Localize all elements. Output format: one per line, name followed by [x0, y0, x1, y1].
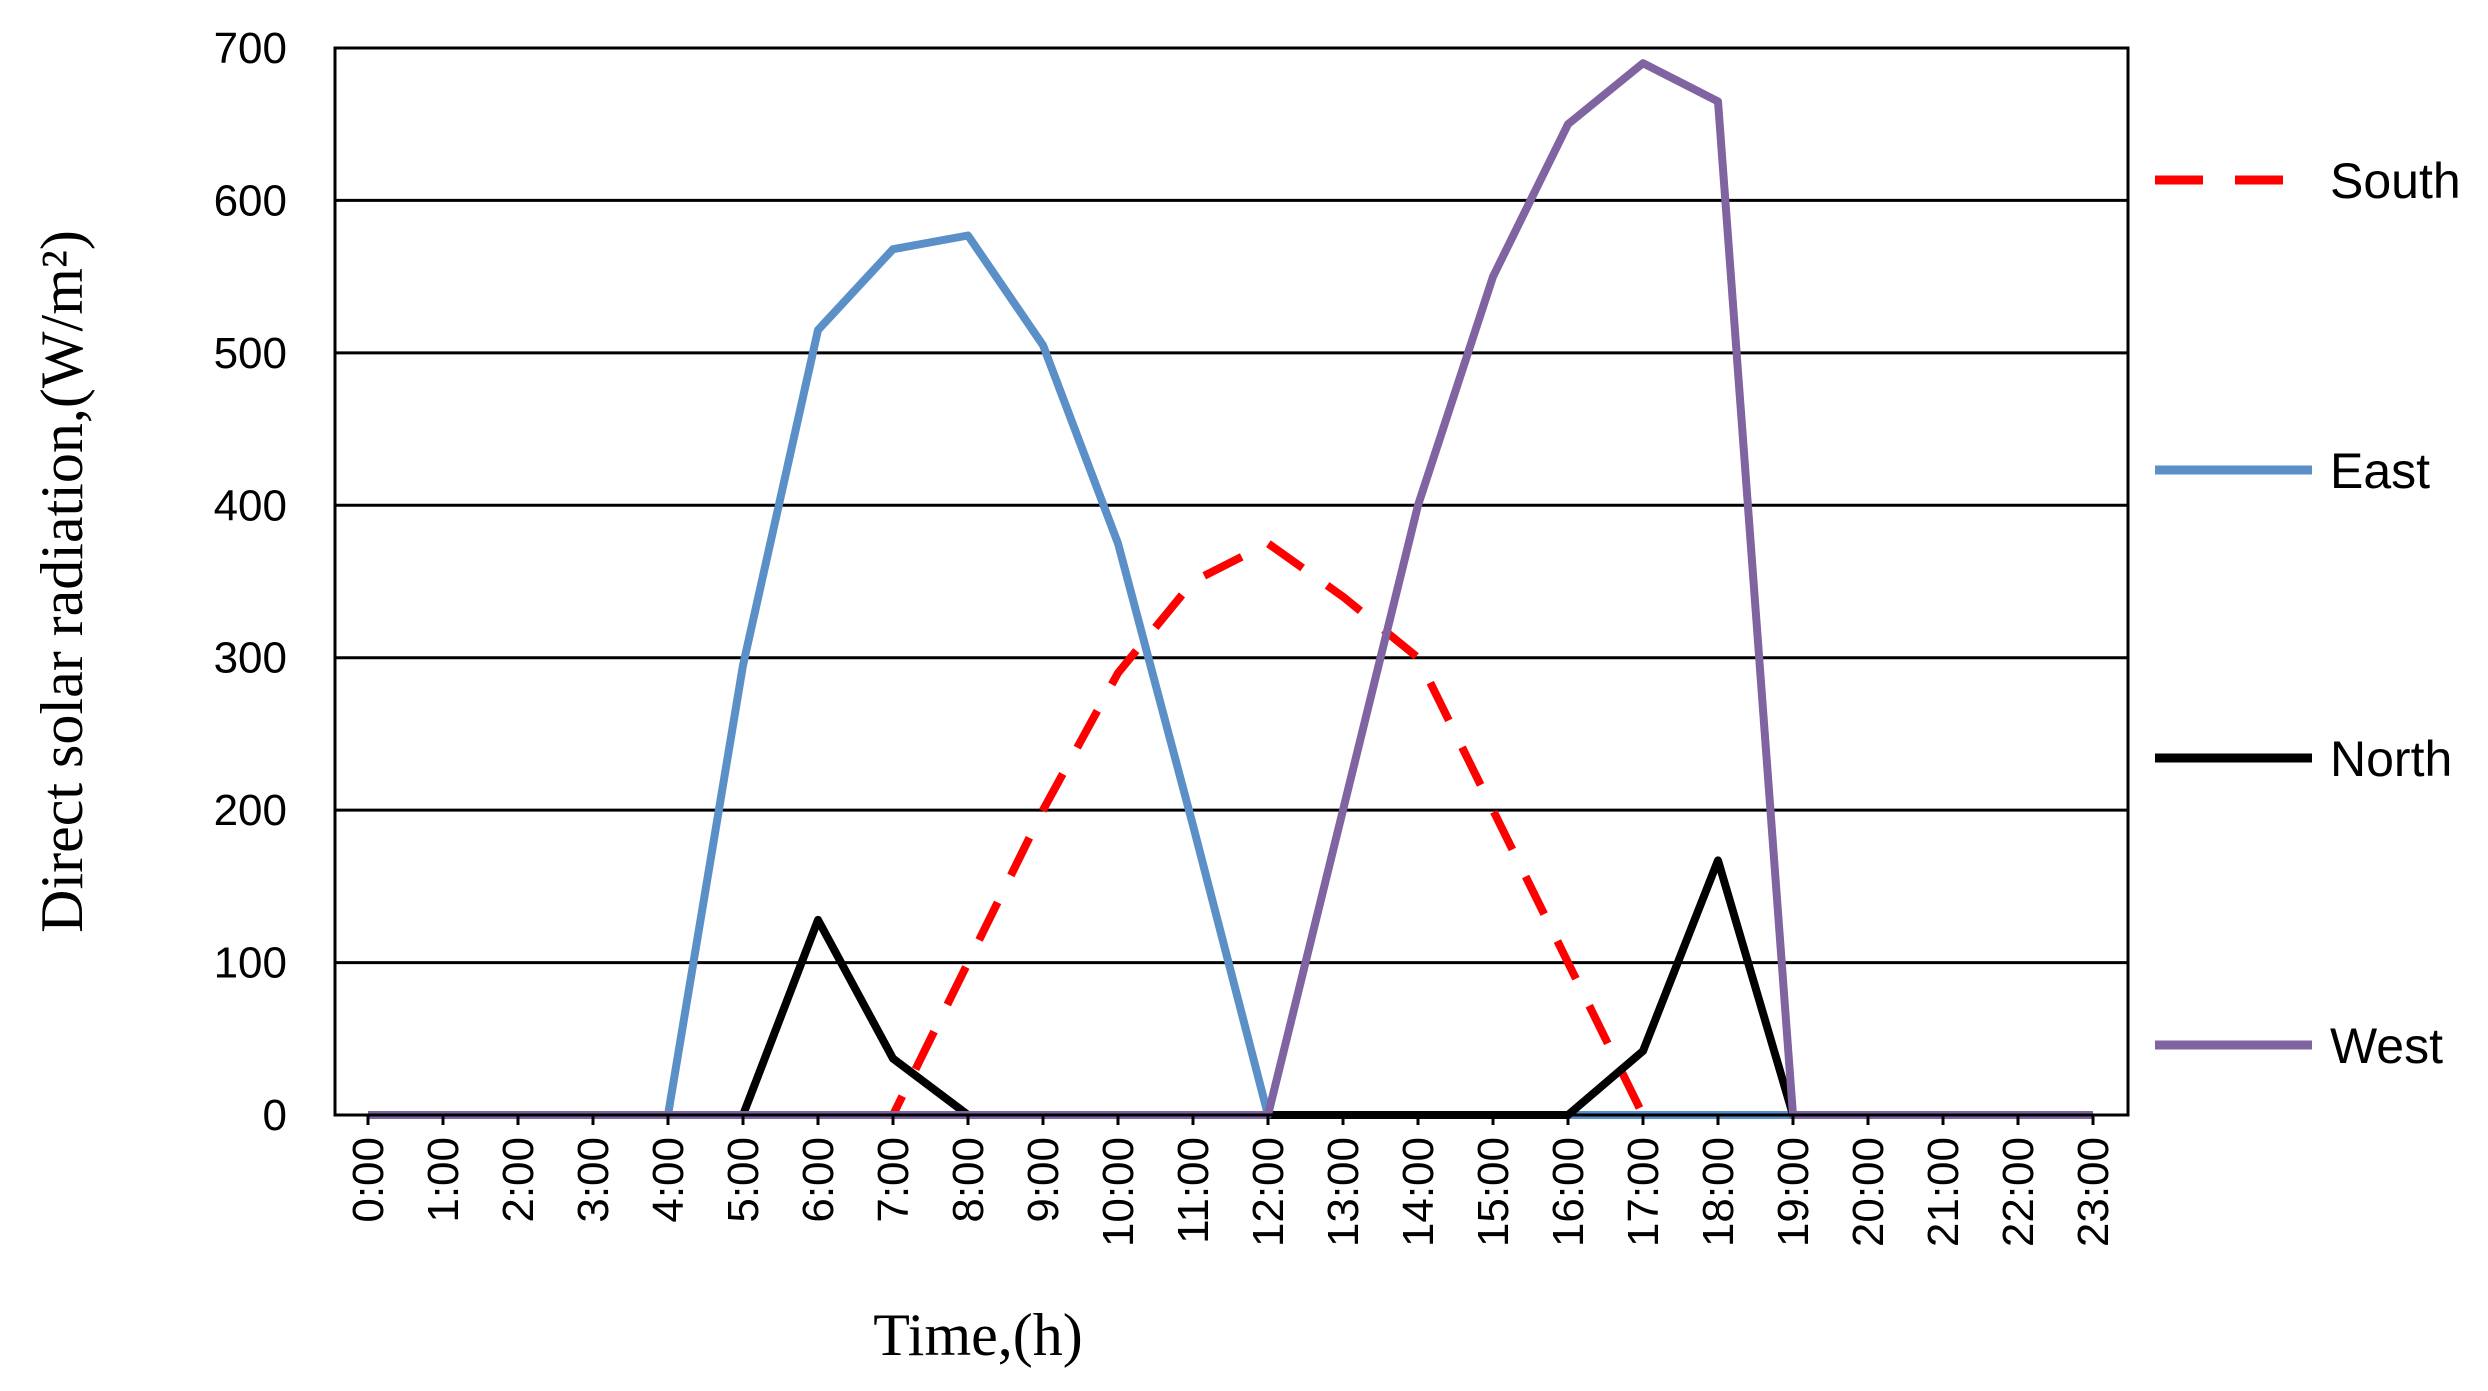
x-tick-17-00: 17:00: [1619, 1137, 1668, 1247]
y-tick-700: 700: [214, 24, 287, 73]
x-tick-1-00: 1:00: [419, 1137, 468, 1223]
series-line-east: [368, 231, 2093, 1119]
y-tick-500: 500: [214, 329, 287, 378]
legend-label-north: North: [2330, 731, 2452, 787]
x-tick-7-00: 7:00: [869, 1137, 918, 1223]
x-tick-0-00: 0:00: [344, 1137, 393, 1223]
legend-label-west: West: [2330, 1018, 2443, 1074]
x-tick-21-00: 21:00: [1919, 1137, 1968, 1247]
x-tick-23-00: 23:00: [2069, 1137, 2118, 1247]
series-lines: [368, 59, 2093, 1119]
y-tick-0: 0: [263, 1091, 287, 1140]
x-tick-18-00: 18:00: [1694, 1137, 1743, 1247]
x-tick-6-00: 6:00: [794, 1137, 843, 1223]
y-tick-200: 200: [214, 786, 287, 835]
x-tick-8-00: 8:00: [944, 1137, 993, 1223]
x-tick-14-00: 14:00: [1394, 1137, 1443, 1247]
x-tick-9-00: 9:00: [1019, 1137, 1068, 1223]
gridlines: [335, 46, 2128, 1117]
x-tick-12-00: 12:00: [1244, 1137, 1293, 1247]
y-tick-labels: 0 100 200 300 400 500 600 700: [214, 24, 287, 1140]
x-tick-22-00: 22:00: [1994, 1137, 2043, 1247]
x-axis-title: Time,(h): [873, 1302, 1082, 1368]
series-line-north: [368, 856, 2093, 1119]
x-tick-3-00: 3:00: [569, 1137, 618, 1223]
series-line-south: [368, 539, 2093, 1119]
y-tick-600: 600: [214, 176, 287, 225]
x-tick-11-00: 11:00: [1169, 1137, 1218, 1244]
x-tick-10-00: 10:00: [1094, 1137, 1143, 1247]
x-tick-16-00: 16:00: [1544, 1137, 1593, 1247]
x-tick-5-00: 5:00: [719, 1137, 768, 1223]
y-axis-title: Direct solar radiation,(W/m²): [29, 230, 95, 933]
x-tick-15-00: 15:00: [1469, 1137, 1518, 1247]
legend-label-east: East: [2330, 443, 2430, 499]
x-tick-20-00: 20:00: [1844, 1137, 1893, 1247]
legend-label-south: South: [2330, 153, 2461, 209]
x-tick-19-00: 19:00: [1769, 1137, 1818, 1247]
x-tick-13-00: 13:00: [1319, 1137, 1368, 1247]
y-tick-400: 400: [214, 481, 287, 530]
plot-frame: [333, 46, 2130, 1117]
legend: South East North West: [2155, 153, 2461, 1074]
x-tick-labels: 0:00 1:00 2:00 3:00 4:00 5:00 6:00 7:00 8:00 9:00…: [344, 1115, 2118, 1247]
y-tick-100: 100: [214, 939, 287, 988]
x-tick-2-00: 2:00: [494, 1137, 543, 1223]
y-tick-300: 300: [214, 634, 287, 683]
x-tick-4-00: 4:00: [644, 1137, 693, 1223]
